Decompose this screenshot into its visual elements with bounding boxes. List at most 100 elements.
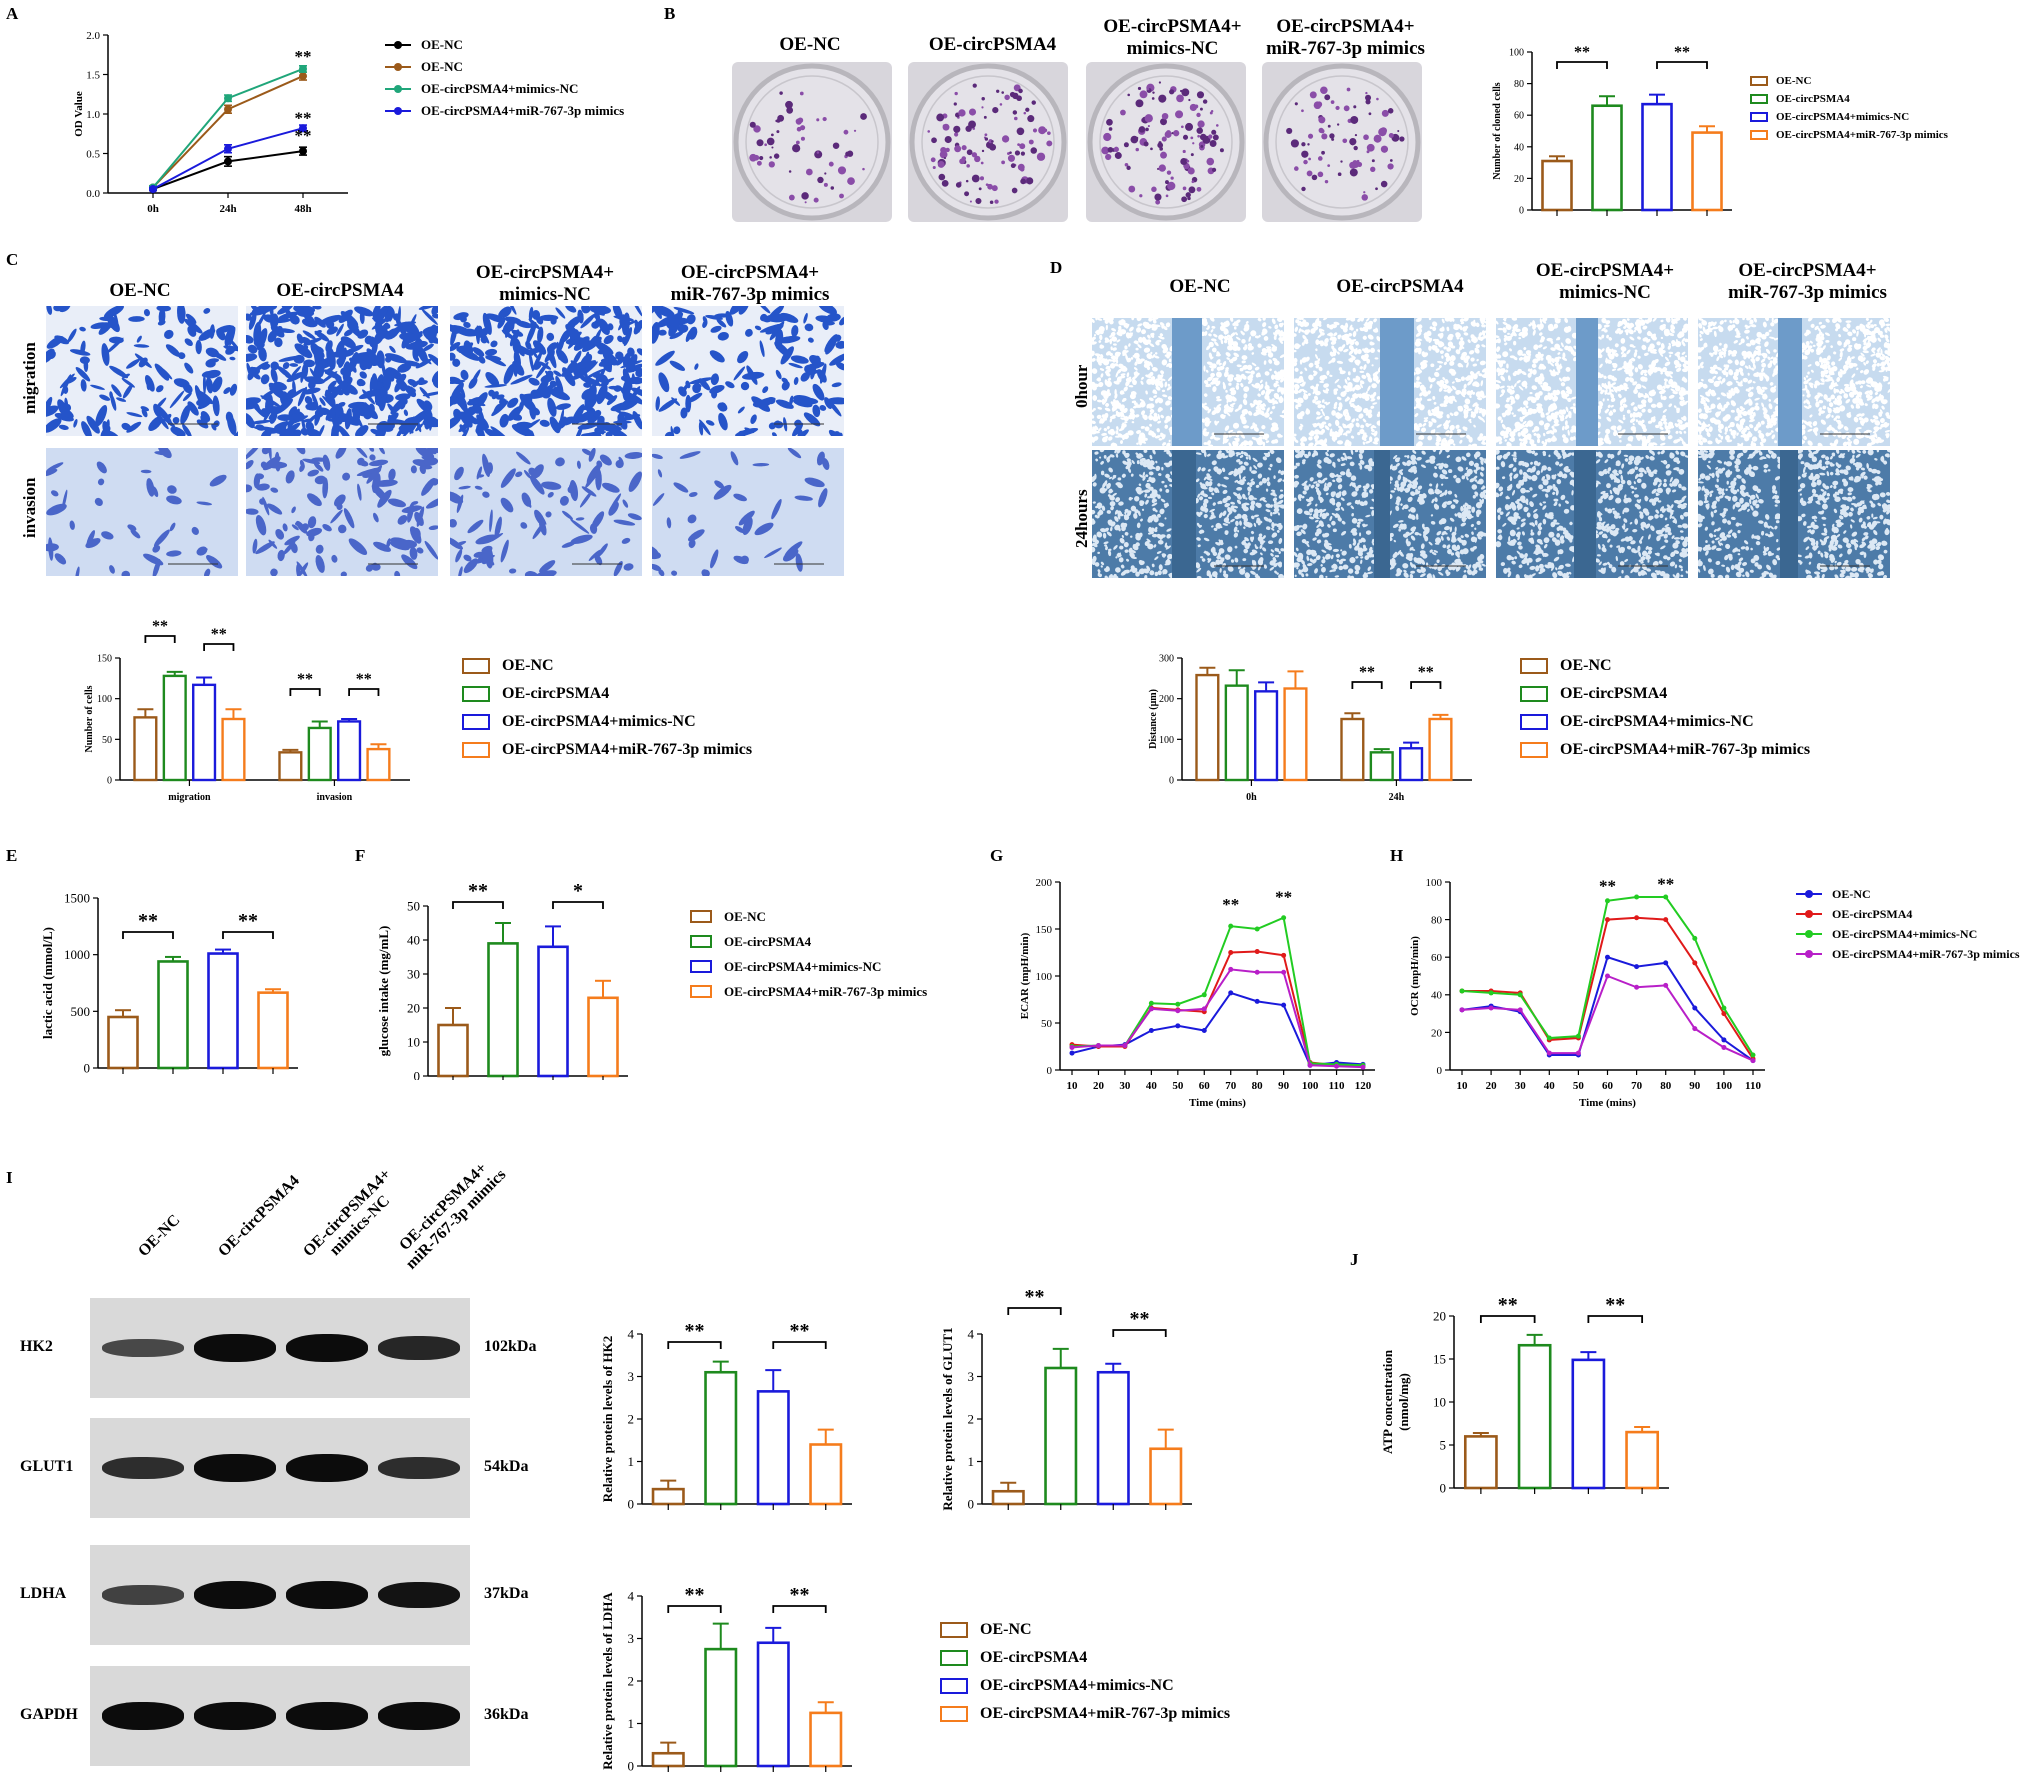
cell xyxy=(1702,383,1708,389)
cell xyxy=(1230,407,1234,413)
cell xyxy=(1210,434,1216,440)
cell xyxy=(1774,337,1779,341)
cell xyxy=(1514,383,1517,388)
cell xyxy=(1642,427,1647,433)
cell xyxy=(1463,383,1467,389)
cell xyxy=(322,524,332,532)
cell xyxy=(1629,418,1636,423)
cell xyxy=(409,546,418,560)
cell xyxy=(1141,329,1146,335)
colony xyxy=(1151,97,1155,100)
cell xyxy=(1115,411,1122,418)
cell xyxy=(128,316,145,322)
cell xyxy=(1540,357,1544,361)
cell xyxy=(1683,323,1688,330)
cell xyxy=(1467,380,1473,386)
cell xyxy=(1704,397,1710,403)
cell xyxy=(1300,329,1305,333)
cell xyxy=(1130,356,1134,360)
colony xyxy=(816,151,820,154)
cell xyxy=(1462,427,1468,431)
micrograph-image xyxy=(246,306,438,436)
cell xyxy=(1105,392,1112,397)
cell xyxy=(94,497,103,507)
cell xyxy=(1475,406,1480,410)
cell xyxy=(1134,496,1140,502)
cell xyxy=(790,355,809,364)
cell xyxy=(1556,338,1559,341)
cell xyxy=(1167,417,1172,422)
colony xyxy=(1353,145,1358,151)
cell xyxy=(1415,332,1422,337)
colony xyxy=(777,114,785,122)
micrograph-image xyxy=(46,448,238,576)
cell xyxy=(1431,418,1437,423)
colony xyxy=(1139,90,1148,99)
cell xyxy=(1536,403,1543,408)
cell xyxy=(1867,321,1871,326)
cell xyxy=(1679,389,1686,396)
cell xyxy=(1554,318,1559,321)
cell xyxy=(682,383,689,393)
cell xyxy=(342,381,348,388)
cell xyxy=(745,328,753,337)
cell xyxy=(1439,365,1442,369)
cell xyxy=(1747,391,1754,398)
cell xyxy=(1560,382,1566,387)
cell xyxy=(268,382,286,400)
colony xyxy=(1387,108,1394,114)
colony xyxy=(813,197,819,203)
colony xyxy=(1196,127,1203,134)
y-axis-label: OD Value xyxy=(73,91,85,137)
cell xyxy=(1712,352,1715,355)
significance-label: ** xyxy=(295,108,312,127)
x-tick-label: migration xyxy=(168,792,211,803)
cell xyxy=(1525,405,1529,409)
cell xyxy=(1610,397,1616,403)
cell xyxy=(1149,361,1153,368)
cell xyxy=(1705,328,1710,333)
cell xyxy=(1645,438,1651,444)
colony xyxy=(1013,116,1018,121)
colony xyxy=(981,97,985,101)
cell xyxy=(458,427,470,436)
colony xyxy=(799,91,804,96)
cell xyxy=(1884,359,1889,364)
cell xyxy=(1885,433,1889,437)
cell xyxy=(1855,381,1859,385)
cell xyxy=(1620,346,1627,352)
cell xyxy=(1807,371,1810,375)
cell xyxy=(1620,386,1625,390)
cell xyxy=(734,526,745,534)
cell xyxy=(528,306,534,321)
cell xyxy=(1875,438,1880,444)
cell xyxy=(1296,380,1303,384)
cell xyxy=(1370,398,1376,402)
cell xyxy=(1243,386,1250,392)
cell xyxy=(1642,325,1648,330)
cell xyxy=(1199,496,1204,501)
cell xyxy=(622,336,626,345)
cell xyxy=(1266,477,1270,482)
cell xyxy=(1120,373,1126,376)
cell xyxy=(374,306,388,323)
cell xyxy=(1134,340,1139,345)
colony xyxy=(1317,156,1323,161)
cell xyxy=(1364,321,1369,326)
cell xyxy=(1359,380,1365,385)
cell xyxy=(1219,325,1226,332)
cell xyxy=(1334,419,1340,427)
cell xyxy=(409,526,422,544)
micrograph-image xyxy=(1496,318,1688,446)
y-axis-label: Number of cells xyxy=(84,685,95,752)
cell xyxy=(246,313,252,321)
cell xyxy=(1269,411,1273,415)
cell xyxy=(1472,402,1478,407)
cell xyxy=(1475,391,1482,398)
cell xyxy=(1375,327,1378,331)
cell xyxy=(1544,425,1549,431)
cell xyxy=(1806,393,1811,398)
cell xyxy=(1660,319,1664,323)
cell xyxy=(1350,318,1356,322)
cell xyxy=(1314,318,1320,324)
